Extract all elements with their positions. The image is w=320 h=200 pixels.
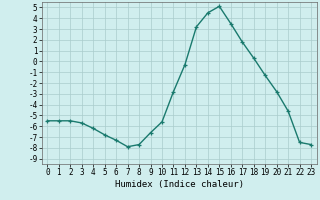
X-axis label: Humidex (Indice chaleur): Humidex (Indice chaleur) — [115, 180, 244, 189]
